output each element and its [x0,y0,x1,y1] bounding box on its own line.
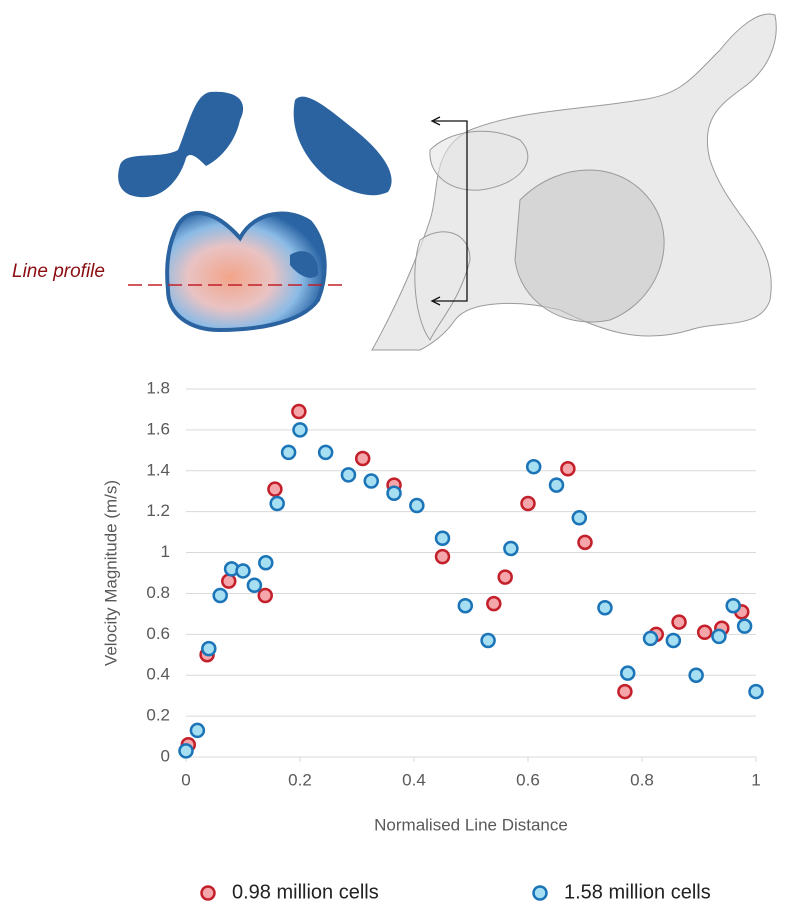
point [189,722,206,739]
point [503,540,519,557]
point [571,510,588,526]
y-tick-label: 0.6 [146,624,170,643]
point [671,614,687,630]
point [201,640,217,657]
x-tick-label: 0 [181,770,190,789]
point [354,450,371,467]
point [497,569,513,585]
x-tick-label: 0.2 [288,770,312,789]
point [520,495,536,512]
point [292,422,308,438]
point [665,632,682,649]
point [363,473,379,489]
point [267,481,283,497]
point [280,444,297,461]
point [409,497,425,514]
point [480,632,496,649]
point [748,683,764,700]
point [560,460,576,477]
point [577,534,593,551]
y-tick-label: 1 [161,542,170,561]
y-tick-label: 0.2 [146,706,170,725]
y-tick-label: 1.2 [146,501,170,520]
point [340,467,357,483]
point [736,618,753,634]
point [525,458,542,475]
y-tick-label: 0.4 [146,665,170,684]
y-axis-label: Velocity Magnitude (m/s) [101,480,120,666]
point [221,573,237,589]
legend-label: 0.98 million cells [232,881,379,903]
point [178,743,194,759]
point [620,665,636,681]
point [246,577,263,594]
line-profile-label: Line profile [12,261,105,282]
section-arrows [430,116,468,306]
point [434,548,451,565]
y-tick-label: 0 [161,746,170,765]
point [269,495,285,512]
point [725,597,741,614]
point [235,563,251,579]
anatomy-3d [371,13,777,351]
point [486,595,502,612]
point [258,555,274,571]
point [688,667,704,683]
point [696,624,713,641]
x-tick-label: 0.8 [630,770,654,789]
x-axis-label: Normalised Line Distance [374,815,568,834]
legend-marker [200,885,216,901]
y-tick-label: 0.8 [146,583,170,602]
x-tick-label: 0.6 [516,770,540,789]
point [617,683,633,700]
legend-label: 1.58 million cells [564,881,711,903]
x-tick-label: 0.4 [402,770,426,789]
point [711,628,727,645]
x-tick-label: 1 [751,770,760,789]
point [212,587,228,604]
point [317,444,334,461]
point [597,600,613,616]
point [457,597,474,614]
point [291,403,307,420]
cross-section [118,91,392,333]
point [386,485,402,502]
point [642,630,659,647]
point [434,530,451,546]
y-tick-label: 1.6 [146,419,170,438]
legend-marker [532,885,548,901]
y-tick-label: 1.4 [146,460,170,479]
point [257,587,273,604]
point [548,477,565,493]
y-tick-label: 1.8 [146,378,170,397]
